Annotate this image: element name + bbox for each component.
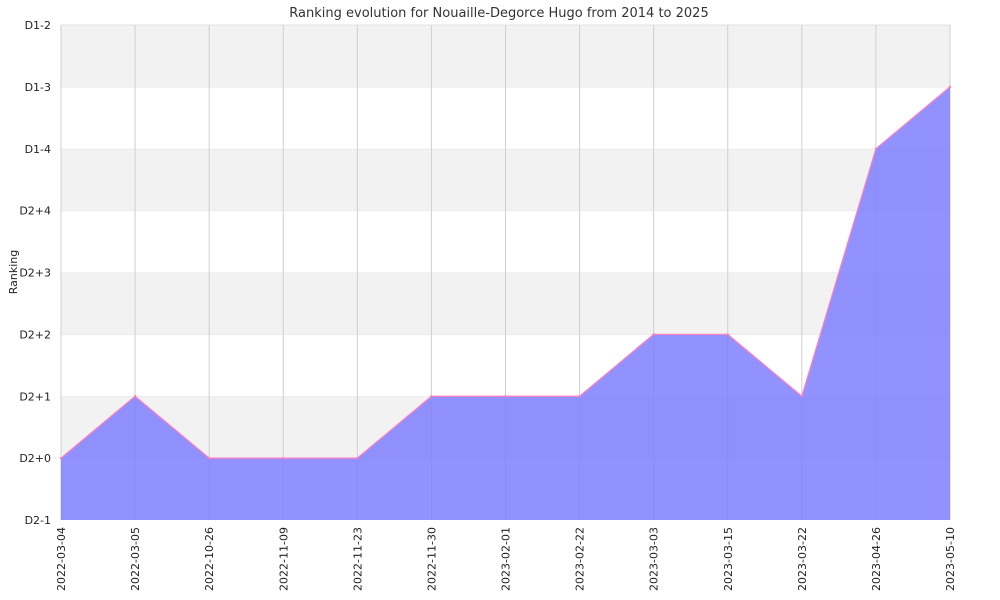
y-tick-label: D2+3 — [19, 267, 51, 280]
data-point — [207, 456, 211, 460]
y-tick-label: D1-3 — [25, 81, 51, 94]
x-tick-label: 2023-04-26 — [870, 527, 883, 591]
x-tick-label: 2023-05-10 — [944, 527, 957, 591]
chart-title: Ranking evolution for Nouaille-Degorce H… — [289, 6, 708, 21]
data-point — [59, 456, 63, 460]
y-tick-label: D2-1 — [25, 514, 51, 527]
y-tick-label: D2+0 — [19, 452, 51, 465]
x-tick-label: 2022-10-26 — [203, 527, 216, 591]
data-point — [430, 395, 433, 398]
x-tick-label: 2022-11-30 — [425, 527, 438, 591]
y-axis-label: Ranking — [7, 250, 20, 295]
data-point — [800, 395, 804, 398]
x-tick-label: 2023-02-22 — [574, 527, 587, 591]
x-tick-label: 2023-03-15 — [722, 527, 735, 591]
x-tick-label: 2023-03-22 — [796, 527, 809, 591]
x-tick-label: 2022-11-23 — [351, 527, 364, 591]
y-tick-label: D1-2 — [25, 19, 51, 32]
y-axis-ticks: D2-1 D2+0 D2+1 D2+2 D2+3 D2+4 D1-4 D1-3 D1-2 — [19, 19, 51, 527]
data-point — [504, 395, 507, 398]
data-point — [578, 395, 581, 398]
data-point — [133, 395, 137, 398]
x-tick-label: 2022-03-05 — [129, 527, 142, 591]
area-series — [59, 85, 952, 520]
data-point — [874, 147, 878, 150]
data-point — [282, 456, 285, 460]
y-tick-label: D2+4 — [19, 205, 51, 218]
data-point — [726, 333, 729, 336]
x-tick-label: 2022-03-04 — [55, 527, 68, 591]
data-point — [652, 333, 655, 336]
data-point — [356, 456, 359, 460]
data-point — [948, 85, 952, 89]
x-tick-label: 2023-02-01 — [500, 527, 513, 591]
x-tick-label: 2022-11-09 — [277, 527, 290, 591]
x-tick-label: 2023-03-03 — [648, 527, 661, 591]
area-fill — [61, 86, 950, 520]
y-tick-label: D2+2 — [19, 328, 51, 341]
x-axis-ticks: 2022-03-04 2022-03-05 2022-10-26 2022-11-09… — [55, 527, 957, 591]
y-tick-label: D2+1 — [19, 390, 51, 403]
y-tick-label: D1-4 — [25, 143, 51, 156]
